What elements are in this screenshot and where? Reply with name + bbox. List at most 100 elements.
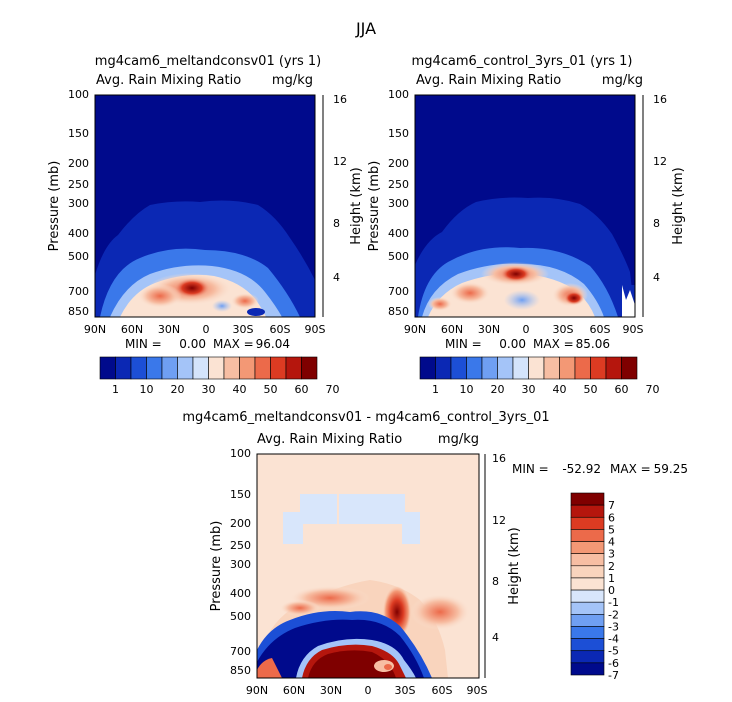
y-tick-label: 400 [388,227,409,240]
colorbar-label: -3 [608,620,619,633]
panel-3: mg4cam6_meltandconsv01 - mg4cam6_control… [182,410,688,697]
colorbar-label: 50 [584,383,598,396]
y-tick-label: 700 [230,645,251,658]
colorbar-swatch [570,553,605,567]
colorbar-swatch [450,356,467,380]
colorbar-label: 10 [460,383,474,396]
y-tick-label: 700 [388,285,409,298]
panel-2-variable: Avg. Rain Mixing Ratio [416,73,561,88]
panel-3-y-axis: 100 150 200 250 300 400 500 700 850 Pres… [209,447,251,677]
colorbar-swatch [481,356,498,380]
colorbar-label: 60 [295,383,309,396]
colorbar-label: 70 [326,383,340,396]
x-tick-label: 90N [404,323,426,336]
max-value: 96.04 [256,337,290,351]
colorbar-swatch [543,356,560,380]
panel-2-units: mg/kg [602,73,643,88]
colorbar-label: 50 [264,383,278,396]
panel-2-ylabel-right: Height (km) [671,167,686,244]
panel-1-y-axis: 100 150 200 250 300 400 500 700 850 Pres… [47,88,89,318]
colorbar-label: -5 [608,645,619,658]
panel-1-x-axis: 90N 60N 30N 0 30S 60S 90S [84,323,326,336]
x-tick-label: 30N [320,684,342,697]
panel-3-title: mg4cam6_meltandconsv01 - mg4cam6_control… [182,410,549,425]
y-tick-label: 850 [68,305,89,318]
panel-3-variable: Avg. Rain Mixing Ratio [257,432,402,447]
y-tick-label: 400 [230,587,251,600]
colorbar-swatch [590,356,607,380]
colorbar-swatch [99,356,116,380]
x-tick-label: 30N [158,323,180,336]
min-value: 0.00 [499,337,526,351]
colorbar-label: 1 [112,383,119,396]
colorbar-label: 1 [608,572,615,585]
panel-2: mg4cam6_control_3yrs_01 (yrs 1) Avg. Rai… [367,54,686,396]
y-tick-label: 500 [388,250,409,263]
y-tick-label: 150 [388,127,409,140]
colorbar-swatch [570,529,605,542]
colorbar-label: 70 [646,383,660,396]
colorbar-swatch [570,565,605,579]
panel-2-title: mg4cam6_control_3yrs_01 (yrs 1) [412,54,633,69]
colorbar-swatch [570,614,605,627]
x-tick-label: 30S [233,323,254,336]
panel-1: mg4cam6_meltandconsv01 (yrs 1) Avg. Rain… [47,54,364,396]
max-value: 59.25 [654,462,688,476]
panel-1-field [95,95,315,317]
x-tick-label: 60N [283,684,305,697]
y-right-tick-label: 4 [653,271,660,284]
y-tick-label: 250 [68,178,89,191]
colorbar-swatch [570,601,605,615]
min-label: MIN = [125,337,162,351]
y-right-tick-label: 8 [653,217,660,230]
colorbar-swatch [512,356,529,380]
colorbar-swatch [574,356,591,380]
x-tick-label: 0 [523,323,530,336]
x-tick-label: 60S [270,323,291,336]
colorbar-label: 40 [553,383,567,396]
colorbar-swatch [570,626,605,639]
colorbar-label: 40 [233,383,247,396]
colorbar-swatch [192,356,209,380]
x-tick-label: 0 [365,684,372,697]
y-tick-label: 850 [388,305,409,318]
y-tick-label: 200 [388,157,409,170]
colorbar-swatch [559,356,576,380]
colorbar-swatch [146,356,163,380]
colorbar-swatch [605,356,622,380]
y-right-tick-label: 12 [492,514,506,527]
max-value: 85.06 [576,337,610,351]
colorbar-swatch [497,356,514,380]
colorbar-label: 0 [608,584,615,597]
panel-2-y-axis: 100 150 200 250 300 400 500 700 850 Pres… [367,88,409,318]
panel-2-y-axis-right: 16 12 8 4 Height (km) [642,93,686,317]
y-tick-label: 100 [230,447,251,460]
y-right-tick-label: 4 [333,271,340,284]
colorbar-swatch [570,504,605,518]
y-right-tick-label: 4 [492,631,499,644]
y-tick-label: 700 [68,285,89,298]
x-tick-label: 90N [246,684,268,697]
colorbar-swatch [239,356,256,380]
colorbar-swatch [130,356,147,380]
x-tick-label: 30N [478,323,500,336]
y-tick-label: 300 [68,197,89,210]
y-tick-label: 100 [388,88,409,101]
y-tick-label: 150 [230,488,251,501]
colorbar-swatch [285,356,302,380]
y-tick-label: 100 [68,88,89,101]
colorbar-swatch [570,650,605,664]
y-right-tick-label: 16 [492,452,506,465]
min-label: MIN = [512,462,549,476]
y-tick-label: 850 [230,664,251,677]
max-label: MAX = [213,337,254,351]
colorbar-label: -7 [608,669,619,682]
x-tick-label: 90S [467,684,488,697]
min-value: -52.92 [562,462,601,476]
panel-1-minmax: MIN = 0.00 MAX = 96.04 [125,337,290,351]
y-tick-label: 250 [230,539,251,552]
colorbar-label: 60 [615,383,629,396]
y-tick-label: 300 [388,197,409,210]
y-right-tick-label: 16 [653,93,667,106]
